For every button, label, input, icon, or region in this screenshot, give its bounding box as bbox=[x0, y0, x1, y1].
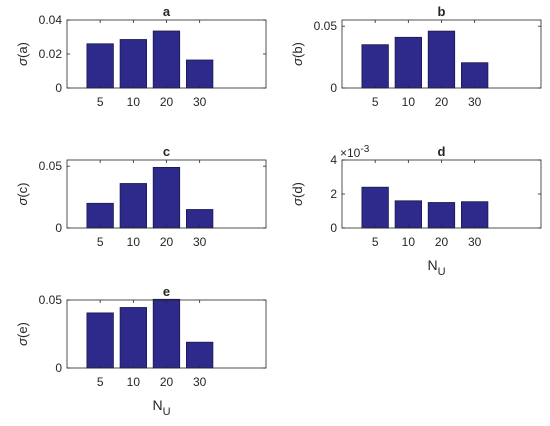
subplot-a: 5 10 20 30 0 0.02 0.04 a σ(a) bbox=[15, 4, 267, 109]
exponent-power: -3 bbox=[360, 144, 369, 155]
x-tick-label: 30 bbox=[193, 375, 207, 389]
subplot-title: b bbox=[438, 4, 446, 19]
x-tick-label: 20 bbox=[435, 95, 449, 109]
x-tick-label: 30 bbox=[193, 95, 207, 109]
x-tick-label: 20 bbox=[160, 375, 174, 389]
y-axis-label-text: (c) bbox=[15, 182, 30, 197]
y-tick-label: 0 bbox=[55, 221, 62, 235]
subplot-title: d bbox=[438, 144, 446, 159]
bar-a-30 bbox=[185, 59, 214, 89]
x-axis-label: NU bbox=[427, 257, 445, 278]
y-axis-label-symbol: σ bbox=[15, 337, 30, 346]
y-tick-label: 0.02 bbox=[39, 47, 63, 61]
x-tick-label: 20 bbox=[160, 235, 174, 249]
y-axis-label-symbol: σ bbox=[15, 57, 30, 66]
y-axis-exponent: ×10-3 bbox=[340, 144, 370, 160]
exponent-base: ×10 bbox=[340, 146, 361, 160]
x-tick-label: 5 bbox=[97, 235, 104, 249]
subplot-b: 5 10 20 30 0 0.05 b σ(b) bbox=[290, 4, 542, 109]
bar-d-20 bbox=[427, 202, 456, 229]
x-tick-label: 30 bbox=[468, 235, 482, 249]
bar-b-10 bbox=[394, 36, 423, 89]
y-tick-label: 0 bbox=[55, 81, 62, 95]
bar-b-20 bbox=[427, 30, 456, 89]
bar-e-20 bbox=[152, 298, 181, 369]
y-tick-label: 2 bbox=[330, 187, 337, 201]
y-tick-label: 0.05 bbox=[314, 19, 338, 33]
bar-c-10 bbox=[119, 183, 147, 229]
bar-a-5 bbox=[86, 43, 114, 89]
x-tick-label: 5 bbox=[97, 95, 104, 109]
y-tick-label: 0 bbox=[55, 361, 62, 375]
subplot-e: 5 10 20 30 0 0.05 e σ(e) NU bbox=[15, 284, 267, 418]
x-axis-label-main: N bbox=[427, 257, 437, 273]
subplot-c: 5 10 20 30 0 0.05 c σ(c) bbox=[15, 144, 267, 249]
x-tick-label: 10 bbox=[127, 375, 141, 389]
x-tick-label: 10 bbox=[402, 95, 416, 109]
x-axis-label-subscript: U bbox=[438, 266, 446, 278]
bar-b-30 bbox=[460, 62, 489, 89]
x-tick-label: 30 bbox=[468, 95, 482, 109]
subplot-title: c bbox=[163, 144, 170, 159]
bar-e-5 bbox=[86, 312, 114, 369]
y-axis-label: σ(e) bbox=[15, 322, 30, 346]
subplot-title: a bbox=[163, 4, 171, 19]
subplot-d: 5 10 20 30 0 2 4 d σ(d) ×10-3 NU bbox=[290, 144, 542, 278]
bar-d-10 bbox=[394, 200, 423, 229]
y-axis-label: σ(d) bbox=[290, 182, 305, 206]
x-tick-label: 20 bbox=[160, 95, 174, 109]
y-tick-label: 0 bbox=[330, 221, 337, 235]
bar-b-5 bbox=[361, 44, 389, 89]
x-axis-label: NU bbox=[152, 397, 170, 418]
x-tick-label: 5 bbox=[372, 95, 379, 109]
y-tick-label: 4 bbox=[330, 153, 337, 167]
x-tick-label: 5 bbox=[97, 375, 104, 389]
x-tick-label: 30 bbox=[193, 235, 207, 249]
y-axis-label-symbol: σ bbox=[290, 57, 305, 66]
y-axis-label: σ(a) bbox=[15, 42, 30, 66]
y-axis-label-text: (a) bbox=[15, 42, 30, 58]
bar-c-5 bbox=[86, 202, 114, 229]
x-tick-label: 5 bbox=[372, 235, 379, 249]
y-tick-label: 0 bbox=[330, 81, 337, 95]
bar-a-20 bbox=[152, 30, 181, 89]
x-tick-label: 10 bbox=[127, 95, 141, 109]
y-tick-label: 0.05 bbox=[39, 159, 63, 173]
subplot-title: e bbox=[163, 284, 170, 299]
y-axis-label: σ(b) bbox=[290, 42, 305, 66]
x-tick-label: 10 bbox=[402, 235, 416, 249]
y-axis-label-text: (e) bbox=[15, 322, 30, 338]
y-axis-label-symbol: σ bbox=[290, 197, 305, 206]
y-axis-label-text: (d) bbox=[290, 182, 305, 198]
x-axis-label-subscript: U bbox=[163, 406, 171, 418]
bar-c-20 bbox=[152, 166, 181, 229]
bar-a-10 bbox=[119, 39, 147, 89]
x-tick-label: 20 bbox=[435, 235, 449, 249]
bar-d-30 bbox=[460, 201, 489, 229]
y-axis-label-text: (b) bbox=[290, 42, 305, 58]
y-tick-label: 0.05 bbox=[39, 293, 63, 307]
bar-d-5 bbox=[361, 186, 389, 229]
x-axis-label-main: N bbox=[152, 397, 162, 413]
bar-e-30 bbox=[185, 341, 214, 369]
y-axis-label: σ(c) bbox=[15, 182, 30, 205]
x-tick-label: 10 bbox=[127, 235, 141, 249]
y-axis-label-symbol: σ bbox=[15, 197, 30, 206]
y-tick-label: 0.04 bbox=[39, 13, 63, 27]
bar-e-10 bbox=[119, 307, 147, 369]
